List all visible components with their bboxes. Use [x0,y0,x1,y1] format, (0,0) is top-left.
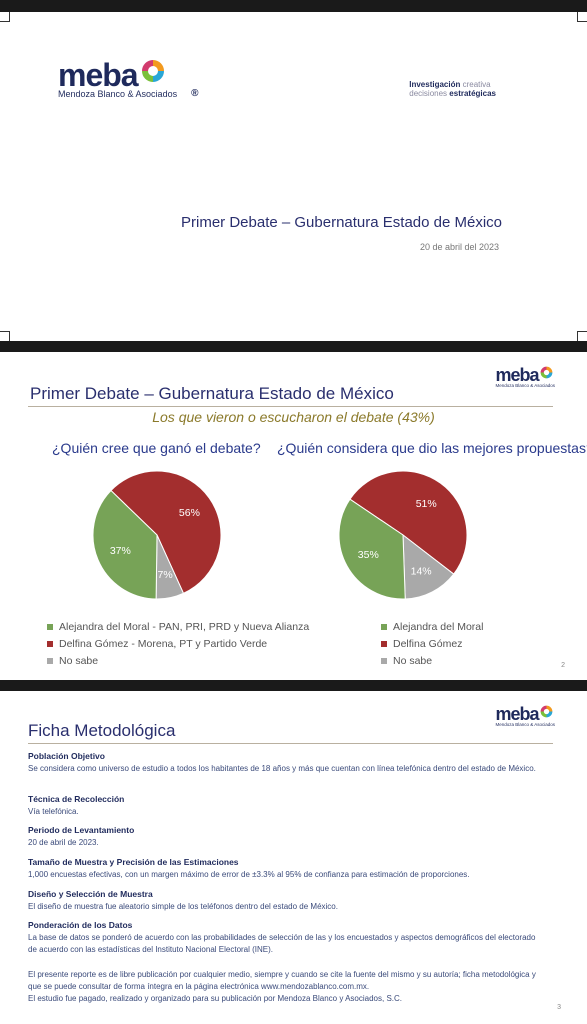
pie-slice [110,470,222,594]
legend-swatch [47,657,53,664]
logo-subtitle: Mendoza Blanco & Asociados [495,383,555,388]
results-title: Primer Debate – Gubernatura Estado de Mé… [30,384,394,403]
legend-item: Delfina Gómez [381,635,483,652]
page-number: 2 [561,662,565,669]
section-diseno: Diseño y Selección de Muestra El diseño … [28,889,543,913]
legend-label: No sabe [59,654,99,667]
section-ponderacion: Ponderación de los Datos La base de dato… [28,920,543,956]
legend-swatch [381,640,387,647]
pie-slice-label: 51% [416,498,437,510]
section-body: 1,000 encuestas efectivas, con un margen… [28,870,470,879]
crop-mark [577,12,587,22]
section-heading: Ponderación de los Datos [28,920,133,930]
pie-slice [338,498,406,600]
crop-mark [0,331,10,341]
legend-swatch [381,623,387,630]
logo-flower-icon [541,705,553,718]
legend-swatch [381,657,387,664]
pie-slice [349,470,468,575]
chart2-legend: Alejandra del Moral Delfina Gómez No sab… [381,618,483,669]
logo-flower-icon [141,60,164,82]
slide-results: Primer Debate – Gubernatura Estado de Mé… [0,352,587,680]
section-heading: Técnica de Recolección [28,794,125,804]
tagline-1a: Investigación [409,80,461,89]
pie-slice [92,489,158,600]
cover-title: Primer Debate – Gubernatura Estado de Mé… [181,214,502,231]
meba-logo-small: meba Mendoza Blanco & Asociados [495,365,555,388]
page-number: 3 [557,1004,561,1011]
section-muestra: Tamaño de Muestra y Precisión de las Est… [28,857,543,881]
footer-note: El estudio fue pagado, realizado y organ… [28,994,403,1003]
section-heading: Diseño y Selección de Muestra [28,889,153,899]
section-heading: Tamaño de Muestra y Precisión de las Est… [28,857,239,867]
section-body: Vía telefónica. [28,807,79,816]
chart1-legend: Alejandra del Moral - PAN, PRI, PRD y Nu… [47,618,309,669]
tagline-1b: creativa [462,80,491,89]
logo-subtitle: Mendoza Blanco & Asociados [58,88,178,99]
legend-item: Alejandra del Moral [381,618,483,635]
legend-label: Delfina Gómez [393,637,463,650]
chart2-title: ¿Quién considera que dio las mejores pro… [277,440,587,456]
footer-notes: El presente reporte es de libre publicac… [28,969,543,1005]
legend-swatch [47,640,53,647]
legend-item: No sabe [381,652,483,669]
section-body: 20 de abril de 2023. [28,838,99,847]
legend-label: No sabe [393,654,433,667]
logo-word: meba [495,704,539,724]
crop-mark [577,331,587,341]
section-heading: Población Objetivo [28,751,105,761]
title-rule [28,406,553,407]
pie-slice-label: 35% [358,549,379,561]
logo-subtitle: Mendoza Blanco & Asociados [495,722,555,727]
pie-slice-label: 37% [110,545,131,557]
section-heading: Periodo de Levantamiento [28,825,135,835]
section-body: El diseño de muestra fue aleatorio simpl… [28,902,338,911]
section-poblacion: Población Objetivo Se considera como uni… [28,751,543,775]
section-body: Se considera como universo de estudio a … [28,764,536,773]
legend-item: Alejandra del Moral - PAN, PRI, PRD y Nu… [47,618,309,635]
pie-slice-label: 14% [411,565,432,577]
cover-date: 20 de abril del 2023 [419,242,499,252]
results-subtitle: Los que vieron o escucharon el debate (4… [152,409,435,425]
pie-slice-label: 56% [179,507,200,519]
methodology-title: Ficha Metodológica [28,721,176,740]
pie-chart-proposals: 51% 14% 35% [338,470,468,600]
pie-slice-label: 7% [158,569,173,581]
title-rule [28,743,553,744]
tagline-2b: estratégicas [449,89,496,98]
legend-item: No sabe [47,652,309,669]
logo-word: meba [495,365,539,385]
logo-flower-icon [541,366,553,379]
legend-swatch [47,623,53,630]
legend-label: Alejandra del Moral [393,620,484,633]
legend-label: Alejandra del Moral - PAN, PRI, PRD y Nu… [59,620,310,633]
registered-mark: ® [191,88,199,99]
crop-mark [0,12,10,22]
logo-word: meba [58,57,139,93]
meba-logo-small: meba Mendoza Blanco & Asociados [495,704,555,727]
section-tecnica: Técnica de Recolección Vía telefónica. [28,794,543,818]
meba-logo: meba Mendoza Blanco & Asociados ® [58,57,198,99]
section-body: La base de datos se ponderó de acuerdo c… [28,933,536,954]
chart1-title: ¿Quién cree que ganó el debate? [52,440,261,456]
footer-note: El presente reporte es de libre publicac… [28,970,536,991]
section-periodo: Periodo de Levantamiento 20 de abril de … [28,825,543,849]
pie-slice [402,533,455,600]
tagline: Investigación creativa decisiones estrat… [409,80,496,98]
slide-cover: meba Mendoza Blanco & Asociados ® Invest… [0,12,587,341]
legend-item: Delfina Gómez - Morena, PT y Partido Ver… [47,635,309,652]
slide-methodology: Ficha Metodológica meba Mendoza Blanco &… [0,691,587,1024]
pie-chart-winner: 56% 7% 37% [92,470,222,600]
tagline-2a: decisiones [409,89,448,98]
legend-label: Delfina Gómez - Morena, PT y Partido Ver… [59,637,268,650]
